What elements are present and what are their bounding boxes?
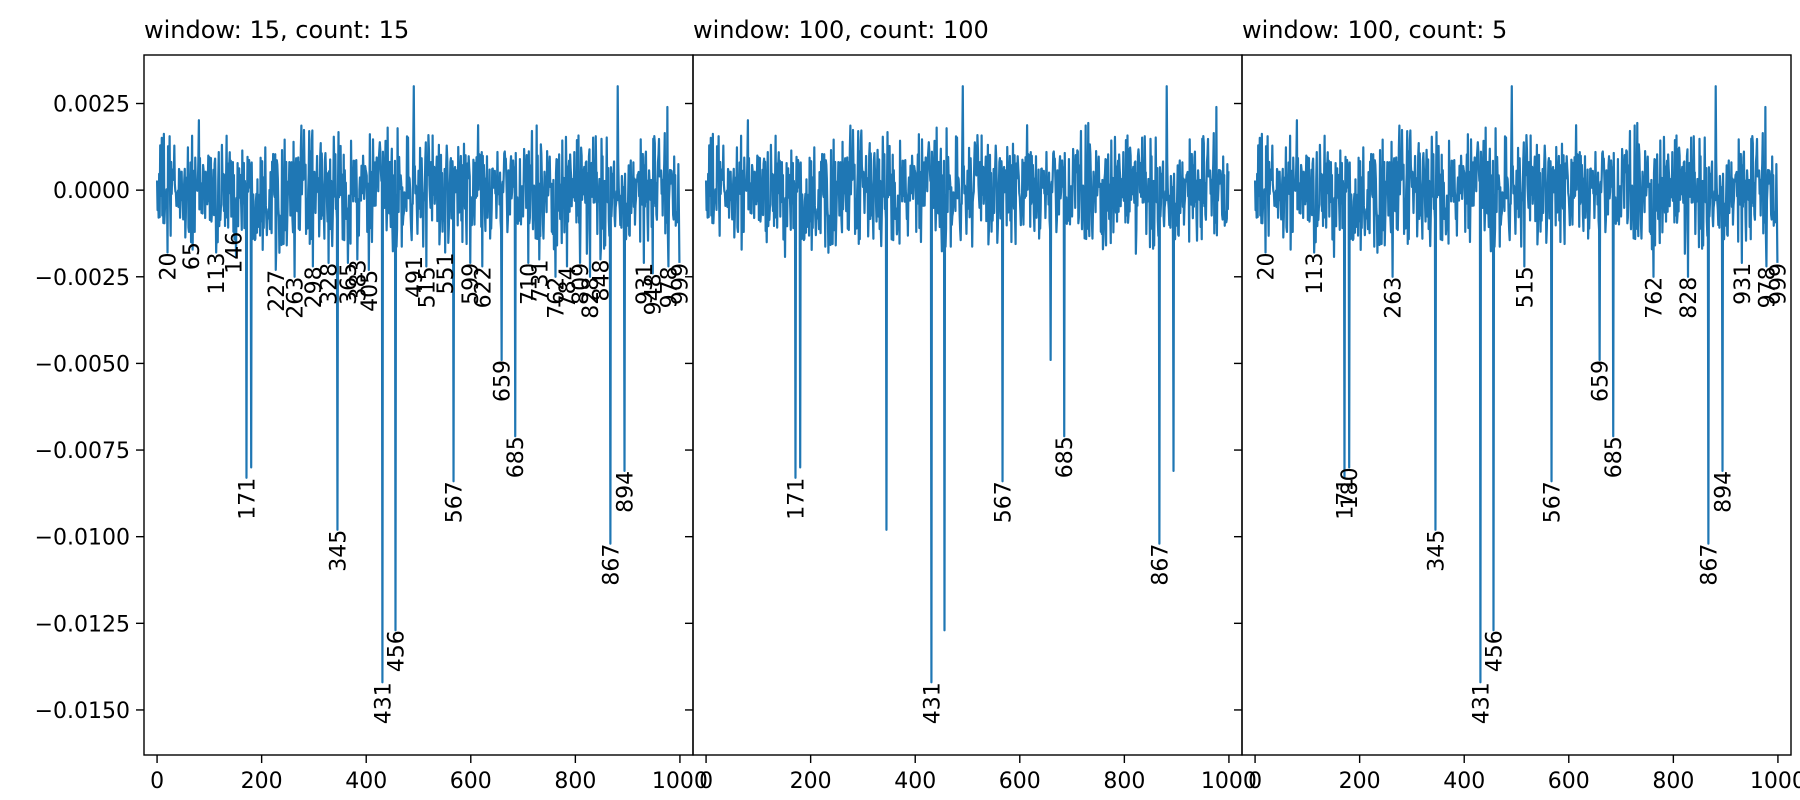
x-tick-label: 200 [790,769,832,794]
annotation-label: 999 [1766,263,1791,305]
annotation-label: 659 [1589,360,1614,402]
x-tick-label: 600 [1548,769,1590,794]
x-tick-label: 0 [699,769,713,794]
annotation-label: 567 [992,481,1017,523]
annotation-label: 20 [1255,253,1280,281]
annotation-label: 894 [614,471,639,513]
annotation-label: 867 [1148,544,1173,586]
annotation-label: 431 [920,682,945,724]
annotation-label: 227 [265,270,290,312]
y-tick-label: −0.0050 [35,352,130,377]
annotation-label: 784 [556,266,581,308]
x-tick-label: 800 [554,769,596,794]
y-tick-label: −0.0025 [35,266,130,291]
annotation-label: 685 [1053,436,1078,478]
panel-title: window: 15, count: 15 [144,16,409,44]
x-tick-label: 200 [241,769,283,794]
annotation-label: 567 [443,481,468,523]
annotation-label: 809 [569,263,594,305]
annotation-label: 828 [579,277,604,319]
annotation-label: 515 [415,266,440,308]
annotation-label: 999 [668,263,693,305]
x-tick-label: 600 [450,769,492,794]
annotation-label: 685 [1602,436,1627,478]
x-tick-label: 600 [999,769,1041,794]
annotation-label: 383 [346,259,371,301]
annotation-label: 113 [205,253,230,295]
annotation-label: 685 [504,436,529,478]
annotation-label: 171 [784,478,809,520]
annotation-label: 848 [589,259,614,301]
y-tick-label: 0.0025 [53,93,130,118]
annotation-label: 365 [337,263,362,305]
y-tick-label: −0.0100 [35,526,130,551]
annotation-label: 345 [1424,530,1449,572]
series-line [1253,85,1779,684]
annotation-label: 180 [1338,467,1363,509]
panel-title: window: 100, count: 100 [693,16,989,44]
annotation-label: 762 [1642,277,1667,319]
axes-frame [1241,54,1792,756]
annotation-label: 263 [284,277,309,319]
annotation-label: 622 [471,266,496,308]
annotation-label: 328 [318,263,343,305]
x-tick-label: 800 [1103,769,1145,794]
x-tick-label: 1000 [1201,769,1257,794]
annotation-label: 931 [1731,263,1756,305]
annotation-label: 263 [1382,277,1407,319]
panel-title: window: 100, count: 5 [1242,16,1507,44]
y-tick-label: −0.0075 [35,439,130,464]
annotation-label: 551 [434,253,459,295]
y-tick-label: 0.0000 [53,179,130,204]
x-tick-label: 1000 [652,769,708,794]
annotation-label: 345 [326,530,351,572]
y-tick-label: −0.0150 [35,699,130,724]
annotation-label: 456 [384,630,409,672]
x-tick-label: 0 [150,769,164,794]
x-tick-label: 400 [894,769,936,794]
annotation-label: 65 [180,242,205,270]
x-tick-label: 200 [1339,769,1381,794]
series-line [155,85,681,684]
annotation-label: 171 [235,478,260,520]
annotation-label: 146 [222,232,247,274]
annotation-label: 828 [1677,277,1702,319]
annotation-label: 659 [491,360,516,402]
annotation-label: 867 [599,544,624,586]
annotation-label: 431 [1469,682,1494,724]
annotation-label: 113 [1303,253,1328,295]
y-tick-label: −0.0125 [35,612,130,637]
annotation-label: 491 [403,256,428,298]
annotation-label: 762 [544,277,569,319]
annotation-label: 894 [1712,471,1737,513]
annotation-label: 731 [528,259,553,301]
x-tick-label: 800 [1652,769,1694,794]
series-line [704,85,1230,684]
annotation-label: 431 [371,682,396,724]
annotation-label: 948 [642,273,667,315]
annotation-label: 567 [1541,481,1566,523]
x-tick-label: 1000 [1750,769,1800,794]
annotation-label: 20 [157,253,182,281]
x-tick-label: 400 [345,769,387,794]
annotation-label: 405 [358,270,383,312]
annotation-label: 515 [1513,266,1538,308]
x-tick-label: 400 [1443,769,1485,794]
annotation-label: 867 [1697,544,1722,586]
annotation-label: 978 [1755,266,1780,308]
annotation-label: 978 [657,266,682,308]
annotation-label: 171 [1333,478,1358,520]
annotation-label: 298 [302,266,327,308]
annotation-label: 931 [633,263,658,305]
annotation-label: 456 [1482,630,1507,672]
x-tick-label: 0 [1248,769,1262,794]
annotation-label: 710 [517,263,542,305]
annotation-label: 599 [459,263,484,305]
